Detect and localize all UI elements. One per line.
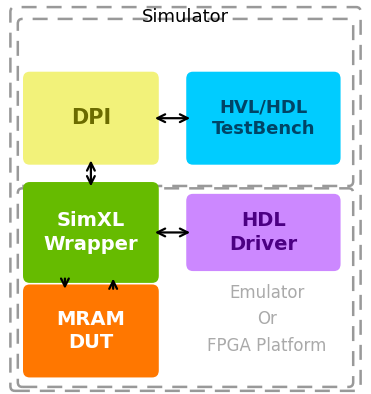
FancyBboxPatch shape [23, 182, 159, 283]
Text: SimXL
Wrapper: SimXL Wrapper [43, 211, 138, 254]
FancyBboxPatch shape [23, 284, 159, 377]
Text: DPI: DPI [71, 108, 111, 128]
Text: HDL
Driver: HDL Driver [229, 211, 298, 254]
Text: MRAM
DUT: MRAM DUT [56, 310, 125, 352]
FancyBboxPatch shape [18, 19, 353, 186]
Text: Simulator: Simulator [142, 7, 229, 26]
FancyBboxPatch shape [186, 194, 341, 271]
FancyBboxPatch shape [10, 7, 361, 391]
FancyBboxPatch shape [23, 72, 159, 165]
Text: HVL/HDL
TestBench: HVL/HDL TestBench [212, 98, 315, 138]
Text: Emulator
Or
FPGA Platform: Emulator Or FPGA Platform [207, 284, 327, 355]
FancyBboxPatch shape [186, 72, 341, 165]
FancyBboxPatch shape [18, 188, 353, 387]
